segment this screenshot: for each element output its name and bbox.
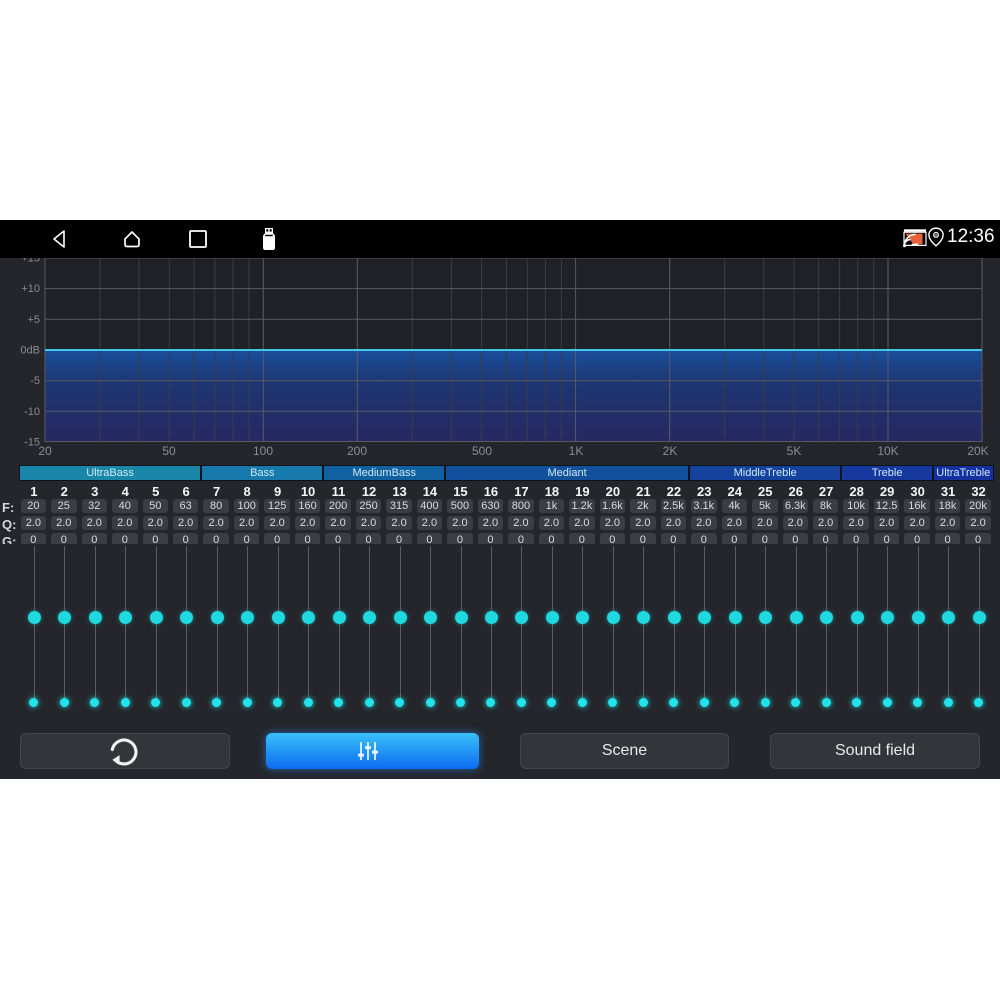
svg-text:+5: +5 [27, 314, 40, 326]
svg-text:200: 200 [347, 444, 367, 458]
svg-text:-5: -5 [30, 375, 40, 387]
svg-text:+15: +15 [21, 258, 40, 265]
svg-text:+10: +10 [21, 283, 40, 295]
svg-text:-10: -10 [24, 406, 40, 418]
svg-text:20K: 20K [967, 444, 988, 458]
svg-text:500: 500 [472, 444, 492, 458]
svg-text:2K: 2K [663, 444, 678, 458]
svg-text:1K: 1K [569, 444, 584, 458]
svg-text:50: 50 [162, 444, 176, 458]
svg-text:10K: 10K [877, 444, 898, 458]
svg-text:100: 100 [253, 444, 273, 458]
svg-text:5K: 5K [787, 444, 802, 458]
svg-text:0dB: 0dB [20, 345, 40, 357]
svg-text:20: 20 [38, 444, 52, 458]
